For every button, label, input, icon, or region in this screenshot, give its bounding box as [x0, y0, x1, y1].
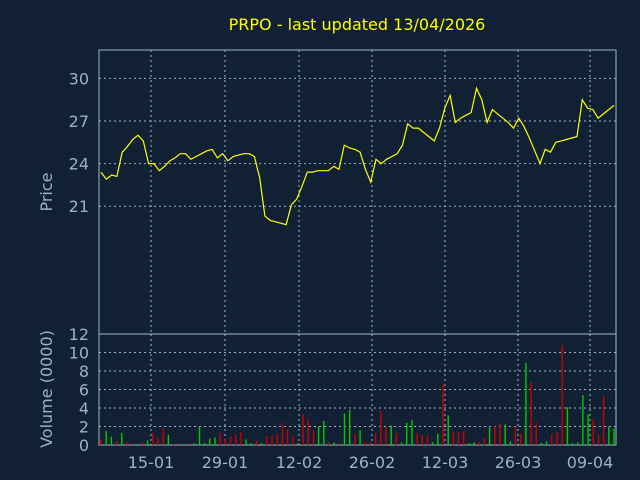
volume-y-tick-label: 8 [79, 362, 89, 381]
x-tick-label: 26-03 [495, 453, 542, 472]
price-series-line [100, 86, 615, 226]
volume-x-ticks: 15-01 29-01 12-02 26-02 12-03 26-03 09-04 [128, 453, 614, 472]
volume-y-label: Volume (0000) [37, 330, 56, 448]
x-tick-label: 09-04 [567, 453, 614, 472]
volume-y-tick-label: 4 [79, 399, 89, 418]
chart-title: PRPO - last updated 13/04/2026 [229, 15, 486, 34]
x-tick-label: 12-02 [276, 453, 323, 472]
x-tick-label: 29-01 [202, 453, 249, 472]
volume-grid [99, 334, 616, 445]
price-y-ticks: 12 21 24 27 30 [69, 69, 89, 344]
price-y-label: Price [37, 172, 56, 211]
x-tick-label: 15-01 [128, 453, 175, 472]
price-grid [99, 50, 616, 334]
volume-y-tick-label: 10 [69, 344, 89, 363]
price-y-tick-label: 21 [69, 197, 89, 216]
x-tick-label: 12-03 [422, 453, 469, 472]
price-y-tick-label: 30 [69, 69, 89, 88]
volume-y-tick-label: 2 [79, 418, 89, 437]
price-y-tick-label: 27 [69, 112, 89, 131]
price-y-tick-label: 24 [69, 155, 89, 174]
price-panel: 12 21 24 27 30 Price [37, 49, 617, 344]
volume-plot-frame [98, 333, 617, 446]
volume-y-tick-label: 0 [79, 436, 89, 455]
price-y-tick-label: 12 [69, 325, 89, 344]
x-tick-label: 26-02 [349, 453, 396, 472]
volume-y-tick-label: 6 [79, 381, 89, 400]
volume-bars [100, 345, 615, 445]
price-plot-frame [98, 49, 617, 335]
